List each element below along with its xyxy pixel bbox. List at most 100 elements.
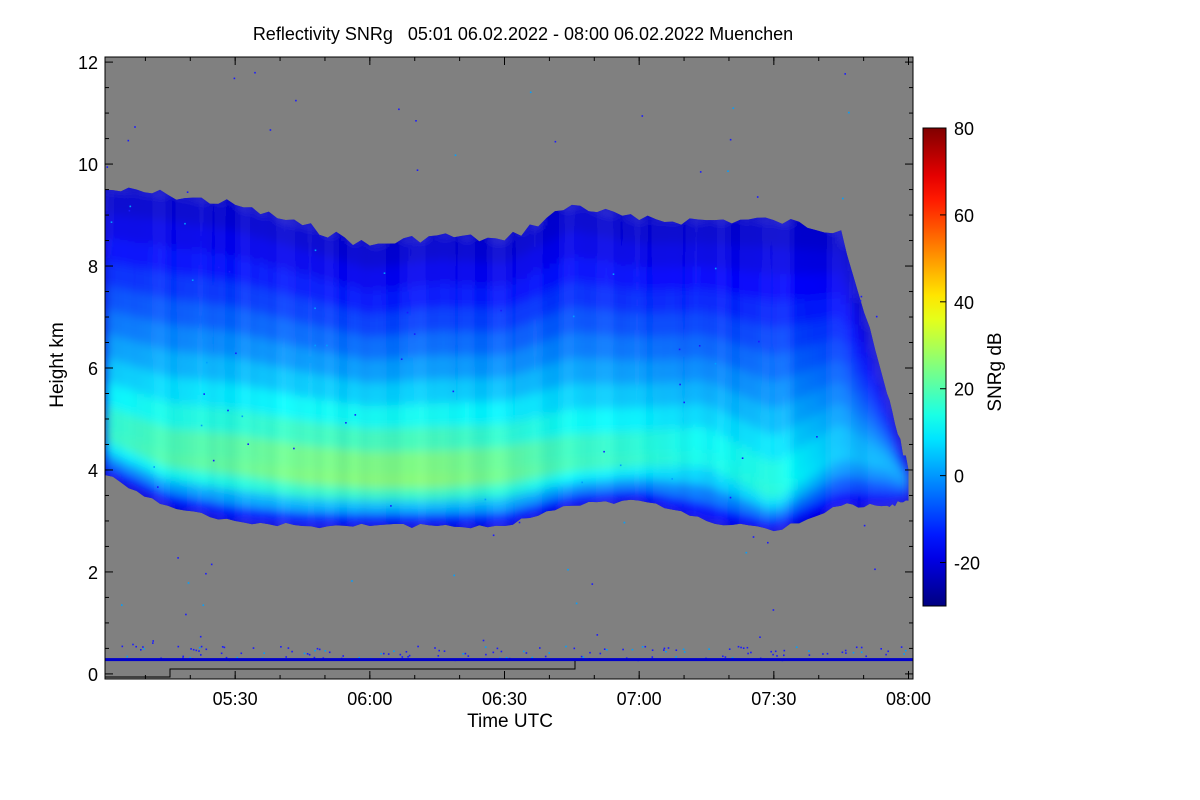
cloud-cell [126, 451, 138, 465]
cloud-cell [136, 318, 148, 345]
cloud-cell [515, 349, 528, 374]
noise-speckle [880, 648, 882, 650]
cloud-cell [105, 442, 117, 456]
cloud-cell [650, 266, 663, 291]
cloud-cell [201, 226, 214, 253]
cloud-cell [684, 404, 697, 429]
noise-speckle [198, 646, 201, 649]
fall-streak [696, 187, 699, 532]
cloud-cell [538, 341, 551, 368]
cloud-cell [538, 476, 551, 490]
cloud-cell [470, 512, 483, 527]
noise-speckle [390, 505, 392, 507]
noise-speckle [731, 657, 734, 659]
cloud-cell [257, 493, 270, 510]
cloud-cell [347, 473, 360, 488]
noise-speckle [667, 647, 670, 649]
cloud-cell [864, 492, 873, 507]
cloud-cell [470, 378, 483, 403]
cloud-cell [894, 433, 899, 439]
x-tick-label: 06:30 [482, 689, 527, 709]
noise-speckle [200, 645, 203, 648]
cloud-cell [392, 358, 405, 383]
noise-speckle [383, 272, 386, 274]
cloud-cell [369, 267, 382, 292]
cloud-cell [672, 266, 685, 291]
cloud-cell [470, 472, 483, 487]
cloud-cell [871, 435, 881, 447]
noise-speckle [724, 656, 727, 658]
fall-streak [238, 187, 242, 532]
cloud-cell [381, 243, 394, 268]
fall-streak [756, 187, 760, 532]
cloud-cell [369, 313, 382, 338]
noise-speckle [844, 649, 847, 652]
noise-speckle [324, 650, 327, 652]
noise-speckle [874, 568, 876, 571]
noise-speckle [603, 648, 606, 650]
fall-streak [218, 187, 222, 532]
cloud-cell [257, 478, 270, 495]
cloud-cell [728, 220, 741, 246]
cloud-cell [146, 397, 159, 424]
noise-speckle [328, 651, 331, 654]
fall-streak [776, 187, 780, 532]
noise-speckle [756, 196, 759, 198]
cloud-cell [504, 496, 517, 512]
cloud-cell [871, 363, 881, 375]
cloud-cell [841, 385, 850, 407]
cloud-cell [392, 428, 405, 453]
cloud-cell [897, 454, 903, 460]
cloud-cell [257, 508, 270, 524]
cloud-cell [887, 494, 892, 506]
cloud-cell [470, 485, 483, 500]
noise-speckle [808, 654, 811, 656]
cloud-cell [740, 321, 753, 348]
noise-speckle [860, 646, 863, 649]
cloud-cell [740, 473, 753, 488]
cloud-cell [347, 427, 360, 452]
cloud-cell [257, 388, 270, 415]
cloud-cell [324, 281, 337, 306]
cloud-cell [146, 346, 159, 373]
noise-speckle [699, 171, 702, 173]
noise-speckle [198, 650, 200, 652]
cloud-cell [650, 243, 663, 268]
cloud-cell [126, 415, 138, 441]
noise-speckle [140, 649, 142, 651]
fall-streak [587, 187, 590, 532]
cloud-cell [807, 503, 820, 518]
fall-streak [700, 187, 705, 532]
cloud-cell [841, 445, 850, 462]
noise-speckle [525, 652, 528, 654]
cloud-cell [897, 479, 903, 488]
cloud-cell [425, 475, 438, 489]
cloud-cell [414, 475, 427, 489]
cloud-cell [126, 216, 138, 243]
cloud-cell [425, 379, 438, 405]
noise-speckle [852, 651, 855, 654]
cloud-cell [904, 469, 909, 472]
cloud-cell [493, 378, 506, 403]
noise-speckle [252, 647, 255, 649]
cloud-cell [437, 307, 450, 333]
fall-streak [674, 187, 678, 532]
x-tick-label: 07:30 [751, 689, 796, 709]
cloud-cell [347, 333, 360, 358]
cloud-cell [879, 411, 888, 420]
noise-speckle [683, 401, 685, 404]
cloud-cell [257, 413, 270, 440]
noise-speckle [417, 645, 419, 648]
cloud-cell [538, 489, 551, 503]
noise-speckle [228, 270, 231, 273]
cloud-cell [841, 425, 850, 447]
cloud-cell [201, 354, 214, 382]
fall-streak [634, 187, 638, 532]
cloud-cell [879, 427, 888, 436]
fall-streak [286, 187, 290, 532]
cloud-cell [684, 358, 697, 383]
noise-speckle [772, 653, 774, 656]
noise-speckle [225, 656, 228, 659]
noise-speckle [135, 645, 137, 648]
noise-speckle [153, 466, 155, 468]
